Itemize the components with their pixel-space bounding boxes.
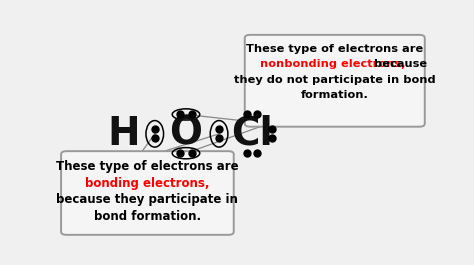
Text: These type of electrons are: These type of electrons are — [56, 160, 239, 173]
Text: because they participate in: because they participate in — [56, 193, 238, 206]
Text: These type of electrons are: These type of electrons are — [246, 44, 423, 54]
Text: Cl: Cl — [231, 115, 273, 153]
Text: O: O — [170, 115, 202, 153]
Text: formation.: formation. — [301, 90, 369, 100]
Text: nonbonding electrons,: nonbonding electrons, — [260, 59, 406, 69]
FancyBboxPatch shape — [61, 151, 234, 235]
Text: because: because — [371, 59, 428, 69]
Text: they do not participate in bond: they do not participate in bond — [234, 75, 436, 85]
Text: bond formation.: bond formation. — [94, 210, 201, 223]
FancyBboxPatch shape — [245, 35, 425, 127]
Text: bonding electrons,: bonding electrons, — [85, 177, 210, 190]
Text: H: H — [107, 115, 140, 153]
